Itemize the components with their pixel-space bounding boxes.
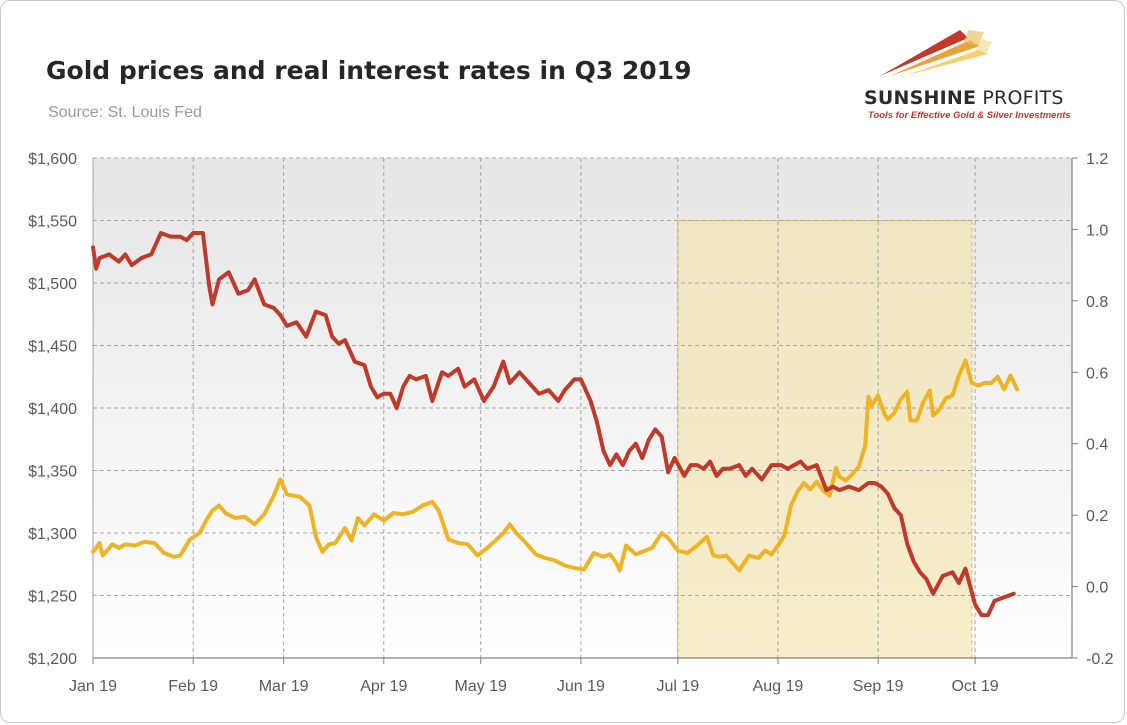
x-tick-label: Feb 19 (168, 678, 218, 695)
y-left-tick-label: $1,400 (28, 401, 77, 418)
x-tick-label: Jan 19 (69, 678, 117, 695)
y-right-tick-label: 0.2 (1086, 508, 1108, 525)
sunshine-profits-logo-icon (880, 30, 992, 76)
x-tick-label: Aug 19 (753, 678, 804, 695)
chart-source: Source: St. Louis Fed (48, 104, 202, 121)
y-left-tick-label: $1,350 (28, 464, 77, 481)
x-tick-label: Sep 19 (853, 678, 904, 695)
y-right-tick-label: 0.6 (1086, 365, 1108, 382)
y-left-tick-label: $1,450 (28, 339, 77, 356)
y-right-tick-label: 0.4 (1086, 437, 1108, 454)
x-tick-label: Oct 19 (951, 678, 998, 695)
y-left-tick-label: $1,250 (28, 589, 77, 606)
y-left-tick-label: $1,300 (28, 526, 77, 543)
logo-name: SUNSHINE PROFITS (864, 87, 1064, 109)
q3-highlight-band (677, 219, 973, 659)
y-left-tick-label: $1,500 (28, 276, 77, 293)
x-tick-label: Mar 19 (259, 678, 309, 695)
y-left-tick-label: $1,200 (28, 651, 77, 668)
x-tick-label: Jun 19 (557, 678, 605, 695)
x-tick-label: Jul 19 (656, 678, 699, 695)
y-right-tick-label: 1.0 (1086, 222, 1108, 239)
x-tick-label: May 19 (454, 678, 507, 695)
y-right-tick-label: 0.8 (1086, 294, 1108, 311)
chart-title: Gold prices and real interest rates in Q… (46, 56, 692, 85)
x-tick-label: Apr 19 (360, 678, 407, 695)
logo-tagline: Tools for Effective Gold & Silver Invest… (868, 110, 1071, 121)
y-left-tick-label: $1,600 (28, 151, 77, 168)
y-right-tick-label: 0.0 (1086, 580, 1108, 597)
y-right-tick-label: 1.2 (1086, 151, 1108, 168)
y-left-tick-label: $1,550 (28, 214, 77, 231)
gold-price-series-line (91, 358, 1020, 573)
y-right-tick-label: -0.2 (1086, 651, 1114, 668)
real-rate-series-line (91, 231, 1016, 618)
